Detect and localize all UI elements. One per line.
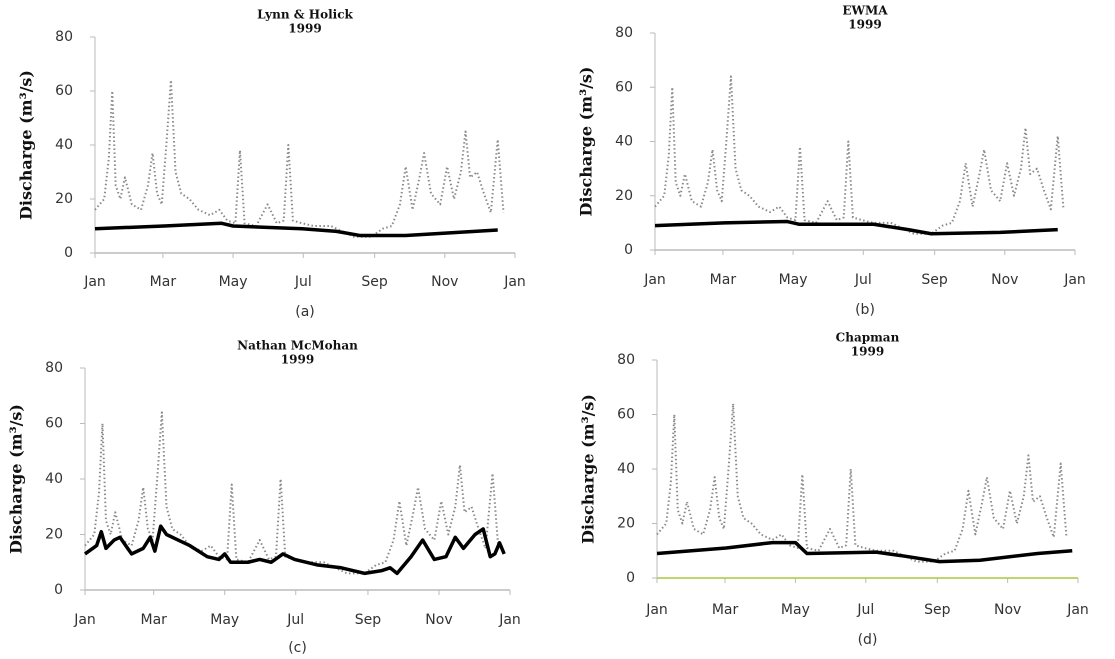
y-tick-label: 80 xyxy=(615,25,633,41)
baseflow-line xyxy=(654,219,1058,236)
x-tick-label: Jul xyxy=(854,272,872,288)
y-axis-label: Discharge (m³/s) xyxy=(577,67,596,217)
y-axis-label: Discharge (m³/s) xyxy=(17,70,36,220)
panel-label: (a) xyxy=(295,304,315,320)
x-tick-label: Sep xyxy=(355,612,382,628)
chart-subtitle: 1999 xyxy=(851,345,884,359)
y-tick-label: 0 xyxy=(626,570,635,586)
chart-subtitle: 1999 xyxy=(288,22,321,36)
x-tick-label: Jan xyxy=(83,274,106,290)
y-tick-label: 20 xyxy=(55,191,73,207)
total-flow-line xyxy=(656,402,1068,563)
x-tick-label: Jan xyxy=(645,602,668,618)
y-axis-label: Discharge (m³/s) xyxy=(7,404,26,554)
chart-subtitle: 1999 xyxy=(281,353,314,367)
x-tick-label: May xyxy=(779,272,808,288)
y-tick-label: 40 xyxy=(45,471,63,487)
y-tick-label: 60 xyxy=(55,83,73,99)
chart-title: EWMA xyxy=(842,4,888,18)
x-tick-label: Mar xyxy=(710,272,737,288)
y-axis-label: Discharge (m³/s) xyxy=(579,394,598,544)
x-tick-label: May xyxy=(219,274,248,290)
x-tick-label: Jul xyxy=(286,612,304,628)
chart-subtitle: 1999 xyxy=(848,18,881,32)
chart-title: Nathan McMohan xyxy=(237,339,358,353)
x-tick-label: Jan xyxy=(1066,602,1089,618)
y-tick-label: 20 xyxy=(617,516,635,532)
y-tick-label: 20 xyxy=(45,527,63,543)
x-tick-label: May xyxy=(210,612,239,628)
panel-label: (b) xyxy=(855,302,875,318)
x-tick-label: Mar xyxy=(712,602,739,618)
total-flow-line xyxy=(654,75,1065,235)
y-tick-label: 40 xyxy=(617,461,635,477)
x-tick-label: Mar xyxy=(140,612,167,628)
y-tick-label: 80 xyxy=(45,360,63,376)
x-tick-label: Jan xyxy=(73,612,96,628)
y-tick-label: 0 xyxy=(624,242,633,258)
x-tick-label: Jan xyxy=(503,274,526,290)
baseflow-line xyxy=(83,524,506,576)
y-tick-label: 80 xyxy=(55,29,73,45)
y-tick-label: 20 xyxy=(615,188,633,204)
chart-title: Lynn & Holick xyxy=(257,8,353,22)
y-tick-label: 40 xyxy=(55,137,73,153)
y-tick-label: 40 xyxy=(615,134,633,150)
x-tick-label: Nov xyxy=(991,272,1018,288)
y-tick-label: 60 xyxy=(617,407,635,423)
x-tick-label: Nov xyxy=(431,274,458,290)
x-tick-label: Jul xyxy=(294,274,312,290)
y-tick-label: 60 xyxy=(45,416,63,432)
y-tick-label: 0 xyxy=(64,245,73,261)
x-tick-label: Jan xyxy=(498,612,521,628)
total-flow-line xyxy=(84,411,500,575)
x-tick-label: Sep xyxy=(361,274,388,290)
x-tick-label: Sep xyxy=(921,272,948,288)
baseflow-line xyxy=(656,540,1073,564)
total-flow-line xyxy=(94,79,505,238)
y-tick-label: 60 xyxy=(615,79,633,95)
x-tick-label: Nov xyxy=(425,612,452,628)
x-tick-label: Nov xyxy=(994,602,1021,618)
x-tick-label: Jan xyxy=(1063,272,1086,288)
x-tick-label: Jul xyxy=(856,602,874,618)
x-tick-label: Sep xyxy=(924,602,951,618)
chart-title: Chapman xyxy=(836,331,900,345)
x-tick-label: May xyxy=(781,602,810,618)
panel-label: (c) xyxy=(288,640,307,656)
panel-label: (d) xyxy=(858,632,878,648)
x-tick-label: Mar xyxy=(150,274,177,290)
y-tick-label: 80 xyxy=(617,352,635,368)
x-tick-label: Jan xyxy=(643,272,666,288)
y-tick-label: 0 xyxy=(54,582,63,598)
baseflow-line xyxy=(94,221,498,238)
